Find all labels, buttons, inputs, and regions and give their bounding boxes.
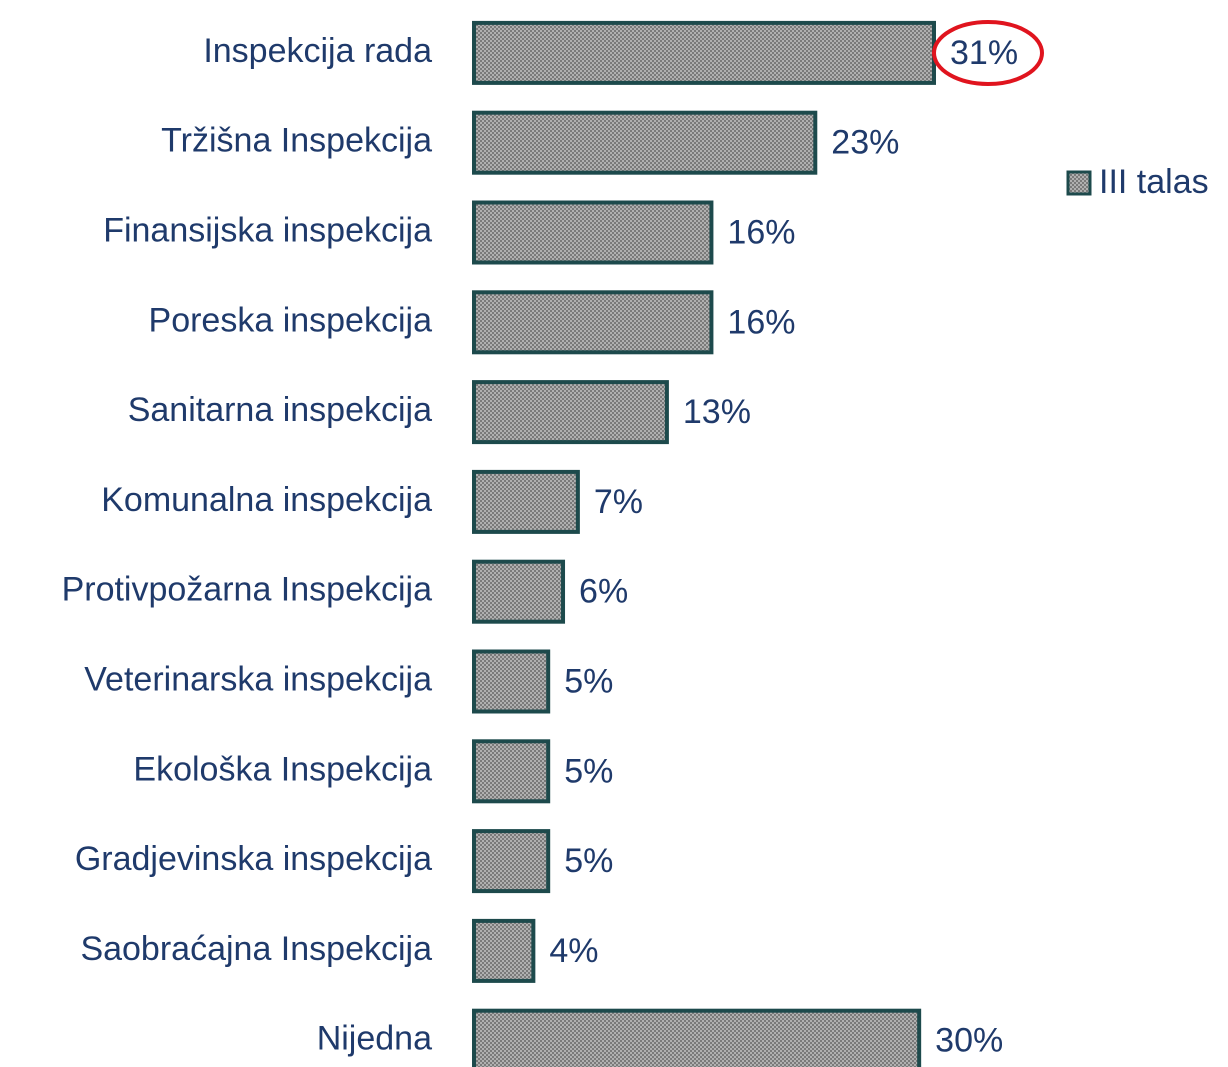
data-label: 5% xyxy=(564,662,613,700)
data-label: 7% xyxy=(594,483,643,521)
category-label: Gradjevinska inspekcija xyxy=(75,840,432,878)
data-label: 5% xyxy=(564,842,613,880)
data-label: 6% xyxy=(579,573,628,611)
data-label: 16% xyxy=(727,213,795,251)
category-label: Finansijska inspekcija xyxy=(103,211,432,249)
category-label: Protivpožarna Inspekcija xyxy=(62,571,433,609)
bar xyxy=(472,469,580,534)
data-label: 30% xyxy=(935,1022,1003,1060)
data-label: 13% xyxy=(683,393,751,431)
category-label: Inspekcija rada xyxy=(203,32,432,70)
category-label: Ekološka Inspekcija xyxy=(133,750,432,788)
data-label: 31% xyxy=(950,34,1018,72)
bar xyxy=(472,559,566,624)
category-label: Komunalna inspekcija xyxy=(101,481,432,519)
data-label: 4% xyxy=(549,932,598,970)
bar xyxy=(472,380,669,445)
category-label: Tržišna Inspekcija xyxy=(161,122,432,160)
data-label: 23% xyxy=(831,124,899,162)
bar xyxy=(472,739,551,804)
highlight-circle xyxy=(932,20,1044,86)
legend-label: III talas xyxy=(1099,163,1209,201)
bar xyxy=(472,649,551,714)
data-label: 5% xyxy=(564,752,613,790)
category-label: Veterinarska inspekcija xyxy=(84,660,432,698)
bar xyxy=(472,1008,922,1067)
bar xyxy=(472,200,714,265)
category-label: Nijedna xyxy=(317,1020,432,1058)
category-label: Saobraćajna Inspekcija xyxy=(80,930,432,968)
bar xyxy=(472,290,714,355)
legend-swatch xyxy=(1066,170,1092,196)
category-label: Poreska inspekcija xyxy=(149,301,433,339)
data-label: 16% xyxy=(727,303,795,341)
bar xyxy=(472,110,818,175)
bar xyxy=(472,829,551,894)
bar xyxy=(472,918,536,983)
category-label: Sanitarna inspekcija xyxy=(128,391,432,429)
bar xyxy=(472,20,936,85)
